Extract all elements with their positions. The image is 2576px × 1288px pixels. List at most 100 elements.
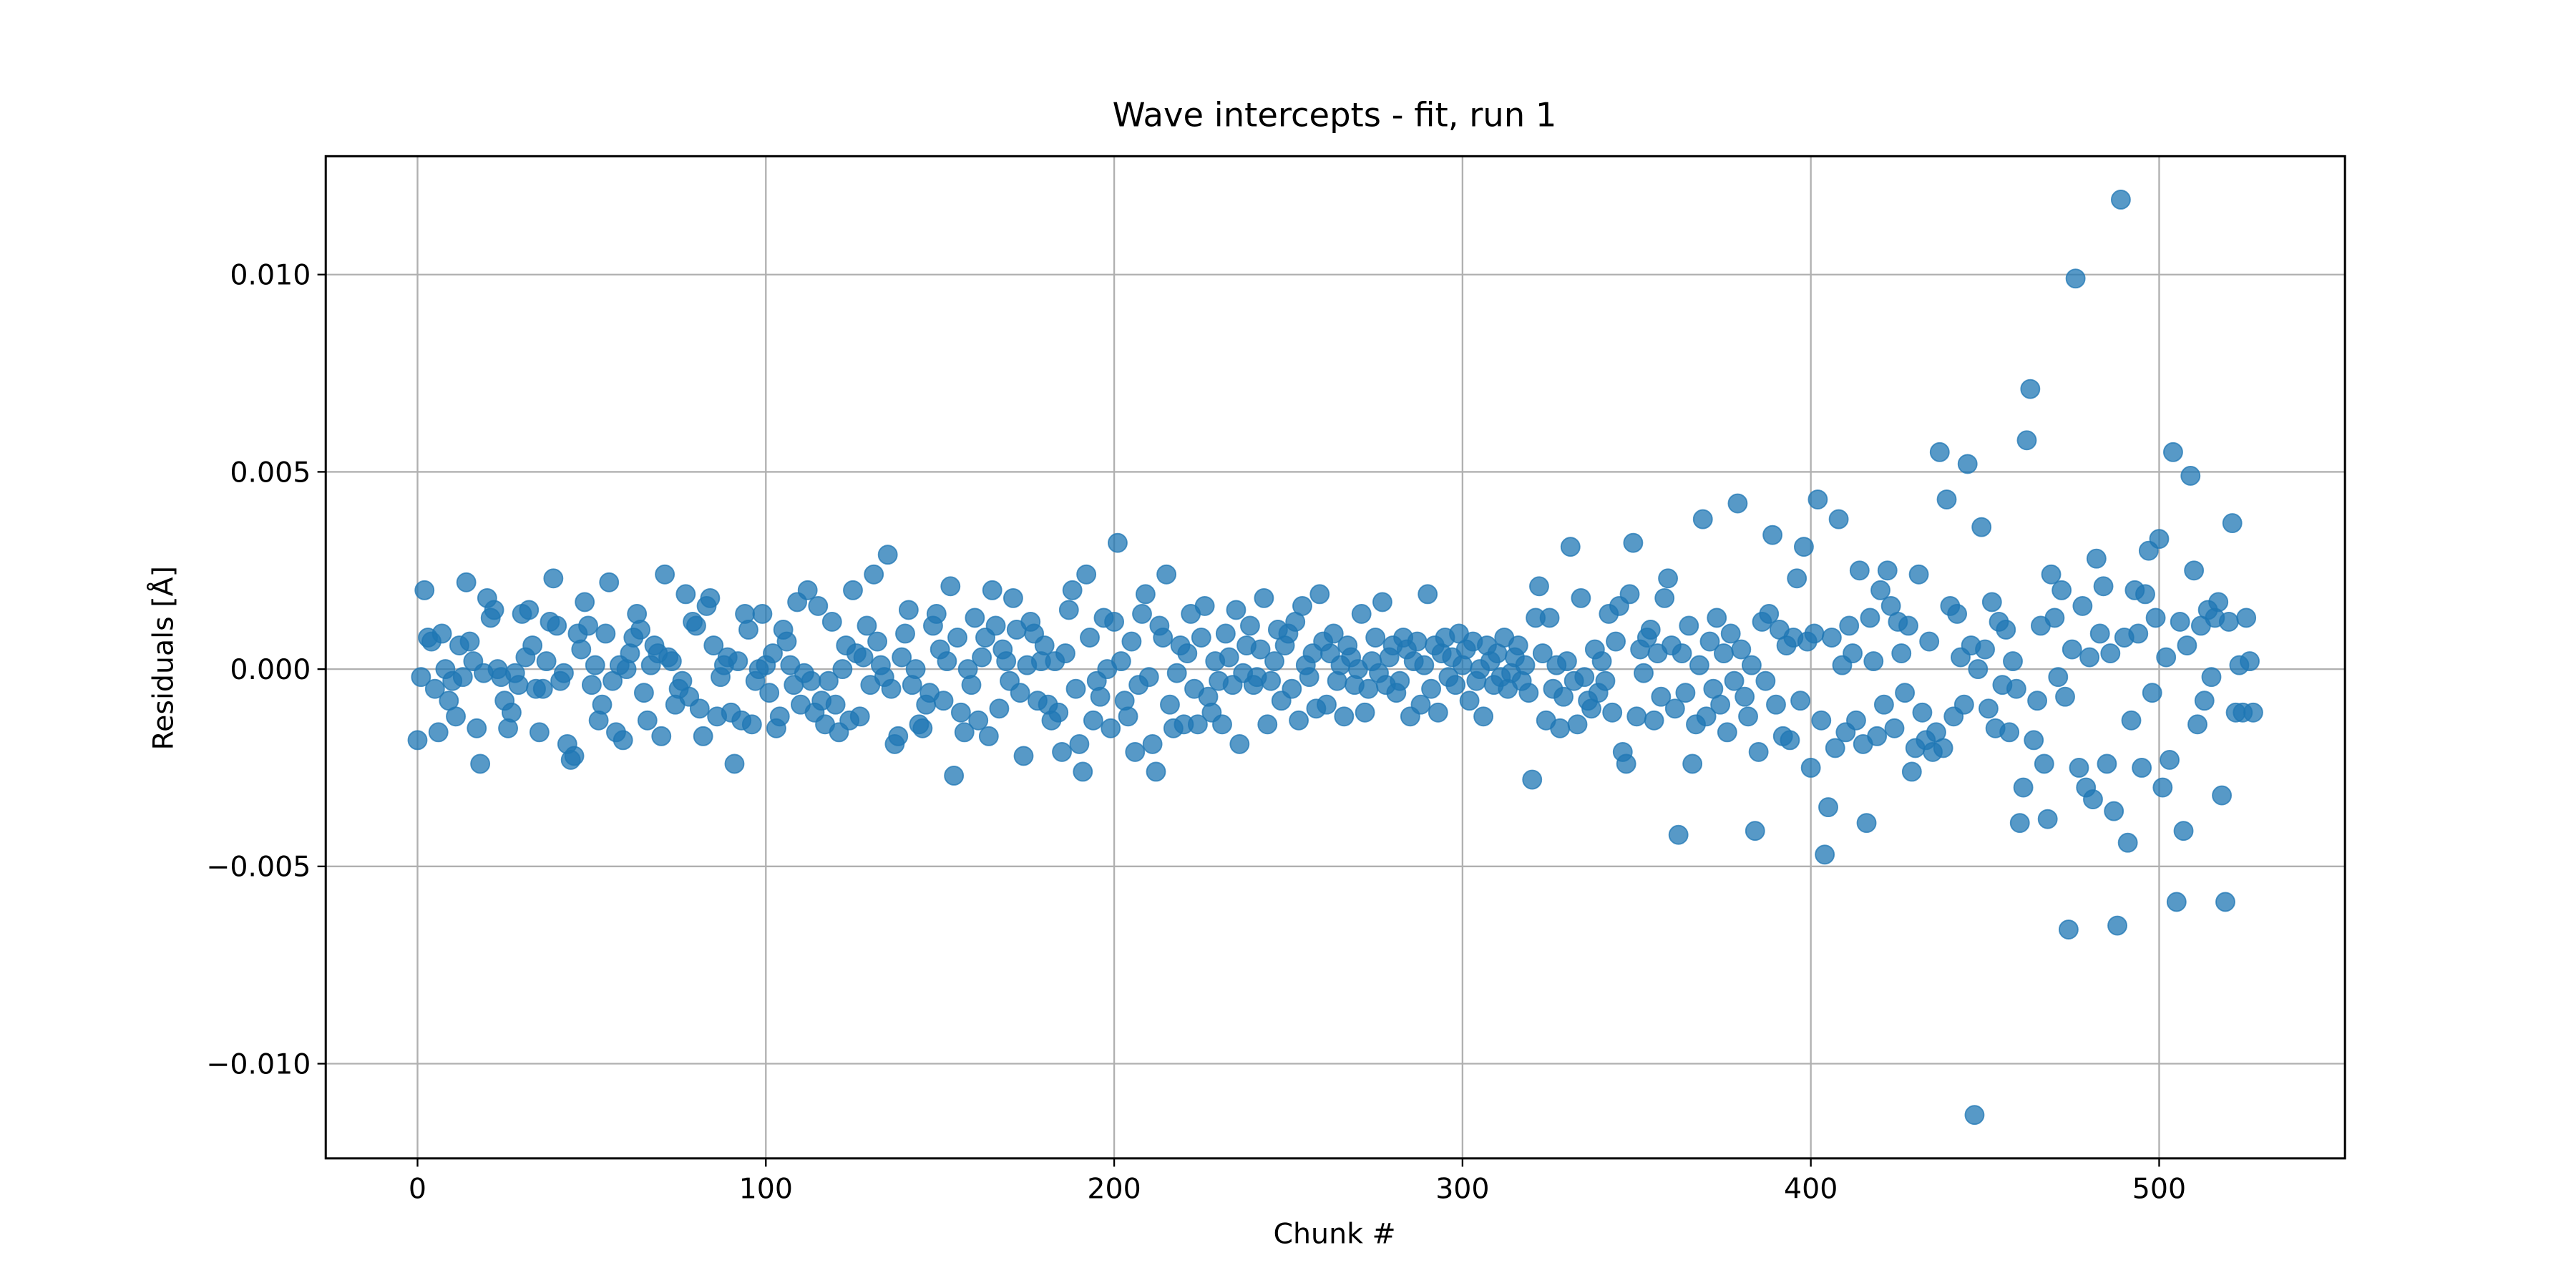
data-point [1215,623,1236,644]
y-tick-label: −0.010 [206,1048,311,1080]
data-point [543,568,564,589]
data-point [968,710,989,731]
data-point [2079,647,2100,668]
data-point [2142,683,2162,703]
data-point [1410,694,1431,715]
data-point [2187,714,2207,735]
data-point [428,722,449,743]
data-point [470,753,491,774]
data-point [2062,639,2082,660]
data-point [1104,612,1125,632]
data-point [1250,639,1271,660]
data-point [1863,651,1884,672]
data-point [1668,824,1689,845]
data-point [2104,801,2124,821]
data-point [989,698,1010,719]
data-point [1606,631,1626,652]
data-point [1731,639,1752,660]
data-point [978,726,999,746]
data-point [985,615,1006,636]
data-point [877,545,898,565]
data-point [1717,722,1737,743]
data-point [1571,587,1591,608]
data-point [1062,580,1083,600]
data-point [1101,718,1121,738]
data-point [1264,651,1284,672]
data-point [1651,686,1672,707]
data-point [1884,718,1905,738]
y-tick-label: 0.010 [230,259,311,292]
data-point [763,643,783,664]
data-point [881,678,902,699]
data-point [1707,608,1727,628]
data-point [2180,466,2201,486]
data-point [1239,615,1260,636]
data-point [2013,777,2034,798]
plot-frame [324,155,2346,1160]
data-point [843,580,863,600]
data-point [2051,580,2072,600]
data-point [484,600,504,620]
data-point [2160,750,2180,770]
y-axis-label: Residuals [Å] [147,566,180,751]
data-point [961,675,982,696]
data-point [1445,675,1466,696]
data-point [1076,564,1097,585]
data-point [1741,655,1762,675]
data-point [2236,608,2257,628]
data-point [1146,761,1166,782]
data-point [1821,628,1842,648]
data-point [1654,587,1675,608]
data-point [424,678,445,699]
x-axis-label: Chunk # [1273,1217,1395,1250]
data-point [1083,710,1103,731]
data-point [857,615,877,636]
ticks: 0 100 200 300 400 500 −0.010 −0.005 0.000 0.005 0.… [206,259,2186,1206]
data-point [1933,738,1953,758]
data-point [1800,758,1821,778]
data-point [1125,741,1146,762]
data-point [595,623,616,644]
data-point [1257,714,1278,735]
data-point [1372,592,1392,613]
data-point [1619,584,1640,605]
data-point [1515,655,1536,675]
y-tick-label: 0.000 [230,653,311,686]
data-point [2009,813,2030,834]
data-point [1919,631,1940,652]
data-point [1459,691,1480,711]
data-point [728,651,748,672]
data-point [1602,702,1623,723]
data-point [2243,702,2263,723]
data-point [2121,710,2142,731]
data-point [1877,560,1898,581]
data-point [1953,694,1974,715]
data-point [752,603,773,624]
data-point [2166,892,2187,912]
data-point [1156,564,1177,585]
data-point [759,683,780,703]
data-point [1780,730,1800,751]
data-point [1261,670,1282,691]
data-point [940,576,961,597]
data-point [1069,733,1090,754]
data-point [554,663,574,683]
data-point [1065,678,1086,699]
data-point [459,631,480,652]
data-point [407,730,428,751]
data-point [867,631,887,652]
data-point [700,587,721,608]
data-point [571,639,592,660]
data-point [808,595,829,616]
data-point [2135,584,2155,605]
data-point [972,647,992,668]
y-tick-label: 0.005 [230,456,311,489]
data-point [564,746,585,766]
data-point [1971,517,1992,537]
data-point [1689,655,1709,675]
data-point [933,691,954,711]
data-point [1289,710,1309,731]
data-point [1556,651,1577,672]
data-point [1529,576,1549,597]
